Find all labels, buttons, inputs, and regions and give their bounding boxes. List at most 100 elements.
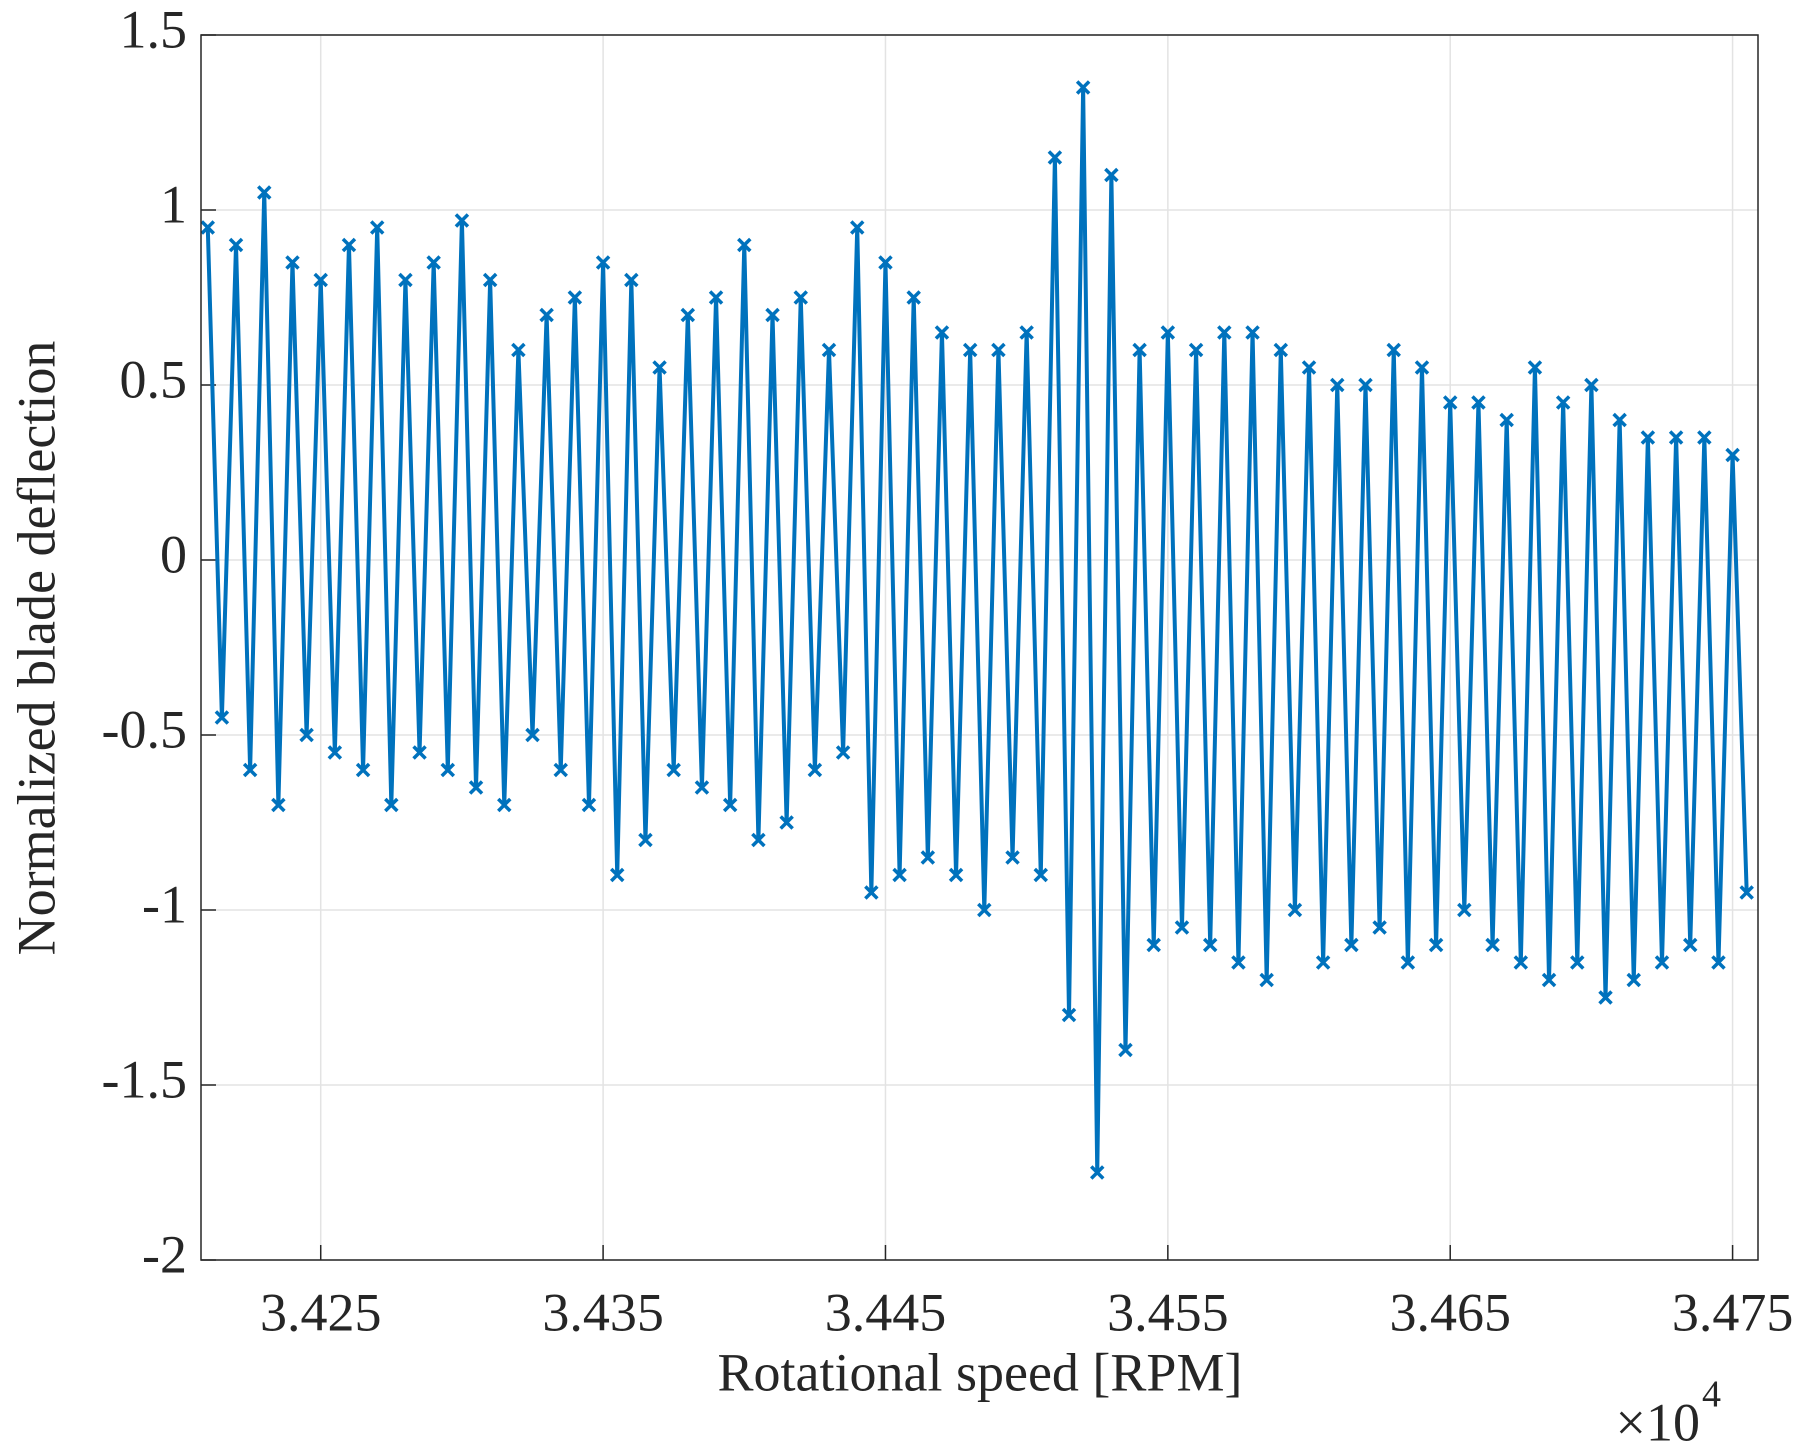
data-marker — [1386, 342, 1401, 358]
data-marker — [539, 307, 554, 323]
data-marker — [948, 867, 964, 883]
data-marker — [1005, 850, 1020, 865]
data-marker — [1400, 955, 1416, 970]
data-marker — [864, 885, 879, 900]
data-marker — [934, 325, 950, 340]
data-marker — [624, 272, 639, 288]
x-tick-label: 3.475 — [1672, 1282, 1794, 1342]
data-marker — [1570, 955, 1585, 970]
data-marker — [1330, 377, 1345, 393]
data-marker — [1315, 955, 1331, 970]
data-marker — [1457, 902, 1472, 918]
data-marker — [242, 762, 258, 778]
data-marker — [878, 255, 893, 270]
data-marker — [680, 307, 696, 323]
data-marker — [1654, 955, 1670, 970]
data-marker — [1188, 342, 1204, 358]
x-tick-label: 3.455 — [1107, 1282, 1229, 1342]
data-marker — [1118, 1042, 1133, 1058]
data-marker — [1358, 377, 1373, 393]
data-marker — [849, 220, 865, 235]
data-marker — [341, 237, 357, 253]
data-marker — [1047, 150, 1063, 165]
data-marker — [511, 342, 526, 358]
data-marker — [835, 745, 851, 760]
data-marker — [468, 780, 484, 795]
data-marker — [920, 850, 936, 865]
data-marker — [525, 727, 540, 743]
data-marker — [821, 342, 837, 358]
y-tick-label: -1.5 — [102, 1049, 187, 1109]
data-marker — [1259, 972, 1274, 988]
data-marker — [228, 237, 244, 253]
data-marker — [482, 272, 498, 288]
data-marker — [1146, 937, 1161, 953]
data-marker — [1499, 412, 1514, 428]
data-marker — [1202, 937, 1218, 953]
data-marker — [652, 360, 667, 375]
data-marker — [722, 797, 738, 813]
data-marker — [1033, 867, 1049, 883]
x-multiplier-exponent: 4 — [1702, 1374, 1721, 1416]
x-tick-label: 3.445 — [825, 1282, 947, 1342]
data-marker — [1231, 955, 1246, 970]
x-multiplier-base: ×10 — [1616, 1392, 1700, 1452]
data-marker — [1584, 377, 1599, 393]
data-marker — [906, 290, 921, 305]
x-tick-label: 3.465 — [1389, 1282, 1511, 1342]
data-marker — [355, 762, 371, 778]
y-tick-label: 1.5 — [120, 0, 188, 59]
data-marker — [1019, 325, 1034, 340]
data-marker — [1442, 395, 1458, 410]
data-marker — [285, 255, 300, 270]
data-marker — [1668, 430, 1684, 445]
data-marker — [426, 255, 441, 270]
data-marker — [271, 797, 286, 813]
y-tick-label: 0 — [160, 524, 187, 584]
data-marker — [779, 815, 794, 830]
data-marker — [1273, 342, 1289, 358]
data-marker — [1739, 885, 1754, 900]
data-marker — [1344, 937, 1359, 953]
data-marker — [1245, 325, 1260, 340]
data-marker — [638, 832, 653, 848]
data-marker — [553, 762, 568, 778]
data-marker — [1541, 972, 1557, 988]
y-tick-label: -0.5 — [102, 699, 187, 759]
data-marker — [892, 867, 907, 883]
data-marker — [737, 237, 752, 253]
data-marker — [412, 745, 427, 760]
y-tick-label: 0.5 — [120, 349, 188, 409]
data-marker — [1513, 955, 1529, 970]
data-marker — [1132, 342, 1147, 358]
data-marker — [200, 220, 216, 235]
data-marker — [1711, 955, 1726, 970]
x-axis-label: Rotational speed [RPM] — [718, 1342, 1243, 1402]
data-marker — [1598, 990, 1613, 1005]
data-marker — [765, 307, 780, 323]
data-marker — [384, 797, 399, 813]
data-marker — [609, 867, 625, 883]
data-marker — [1640, 430, 1656, 445]
data-marker — [1174, 920, 1190, 935]
x-tick-label: 3.435 — [542, 1282, 664, 1342]
data-marker — [313, 272, 328, 288]
data-marker — [1485, 937, 1500, 953]
y-tick-label: -1 — [142, 874, 187, 934]
data-marker — [567, 290, 583, 305]
data-marker — [595, 255, 611, 270]
data-marker — [807, 762, 823, 778]
data-marker — [1612, 412, 1627, 428]
data-marker — [440, 762, 456, 778]
data-marker — [962, 342, 978, 358]
data-marker — [991, 342, 1006, 358]
data-marker — [327, 745, 343, 760]
data-marker — [1626, 972, 1641, 988]
data-marker — [1682, 937, 1698, 953]
data-marker — [257, 185, 272, 200]
data-marker — [694, 780, 710, 795]
data-marker — [299, 727, 314, 743]
data-marker — [1160, 325, 1176, 340]
